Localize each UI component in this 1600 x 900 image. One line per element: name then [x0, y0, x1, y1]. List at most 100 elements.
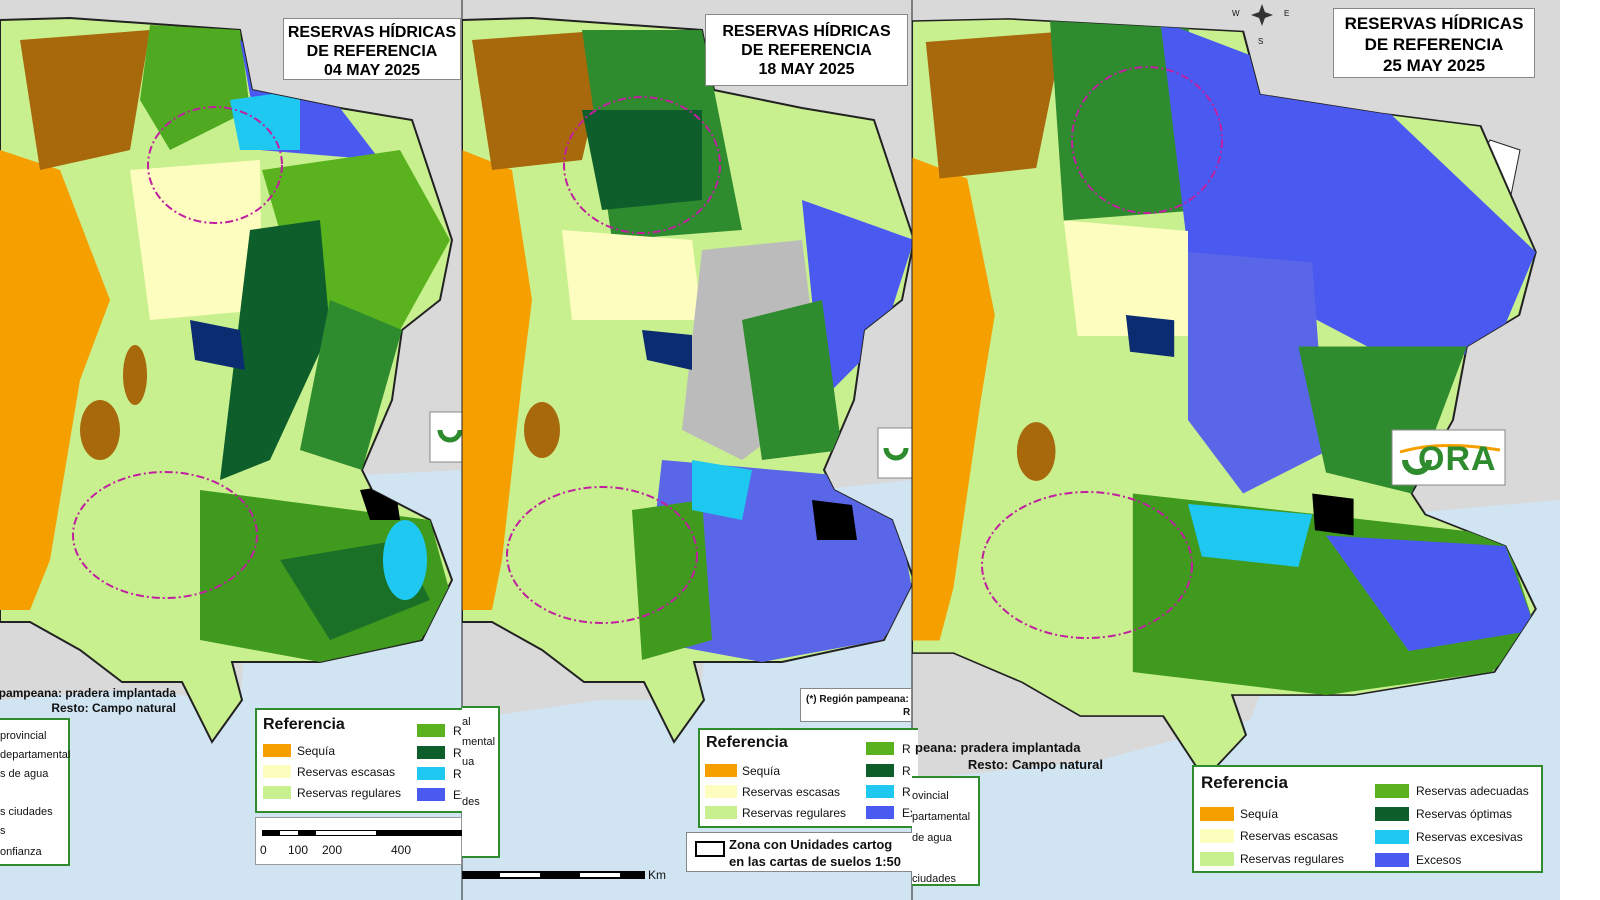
legend-item: Reservas excesivas	[1416, 830, 1523, 844]
map-shape	[1016, 422, 1056, 481]
map-shape	[1402, 459, 1432, 475]
legend-item: Sequía	[742, 764, 781, 778]
map-shape	[1391, 429, 1506, 486]
legend-item: Excesos	[1416, 853, 1462, 867]
title-date: 04 MAY 2025	[323, 62, 421, 79]
scale-label: 0	[260, 843, 267, 857]
legend-swatch	[866, 764, 894, 777]
zone-note-line: Zona con Unidades cartog	[729, 837, 893, 852]
legend-swatch	[417, 788, 445, 801]
legend-swatch	[705, 764, 737, 777]
map-shape	[0, 25, 452, 662]
map-shape	[563, 96, 721, 234]
map-shape	[0, 150, 110, 610]
legend: Referencia Sequía Reservas escasas Reser…	[698, 728, 918, 828]
map-shape	[812, 500, 857, 540]
legend-item: Reservas regulares	[742, 806, 847, 820]
map-shape	[981, 491, 1193, 639]
legend-item: Reservas escasas	[297, 765, 396, 779]
legend-swatch	[1375, 807, 1409, 821]
title-line: DE REFERENCIA	[1364, 35, 1504, 54]
shape	[695, 841, 725, 857]
legend-title: Referencia	[263, 716, 345, 733]
shape	[280, 831, 298, 835]
map-shape	[1125, 315, 1175, 357]
legend-item: Reservas regulares	[297, 786, 402, 800]
legend-item: R	[453, 767, 462, 781]
compass-s: S	[1258, 37, 1264, 46]
side-legend-item: ovincial	[912, 790, 949, 802]
map-shape	[300, 300, 402, 470]
map-shape	[220, 220, 330, 480]
title-box: RESERVAS HÍDRICAS DE REFERENCIA 25 MAY 2…	[1333, 8, 1535, 78]
side-legend-item: s ciudades	[0, 806, 53, 818]
note: R	[903, 707, 911, 718]
map-shape	[582, 110, 702, 210]
legend-item: R	[453, 724, 462, 738]
map-shape	[20, 30, 150, 170]
map-panel-3	[912, 0, 1560, 900]
title-line: RESERVAS HÍDRICAS	[1344, 14, 1524, 33]
legend-swatch	[417, 746, 445, 759]
map-shape	[72, 471, 258, 599]
map-shape	[1188, 251, 1326, 494]
legend-swatch	[417, 724, 445, 737]
legend-item: Sequía	[297, 744, 336, 758]
legend-item: R	[902, 742, 911, 756]
title-box: RESERVAS HÍDRICAS DE REFERENCIA 04 MAY 2…	[283, 18, 461, 80]
map-shape	[632, 500, 712, 660]
legend-swatch	[1375, 853, 1409, 867]
map-shape	[1399, 443, 1501, 454]
title-line: DE REFERENCIA	[306, 43, 438, 60]
side-legend: al mental ua des	[462, 706, 500, 858]
scale-label: 200	[322, 843, 343, 857]
legend-swatch	[263, 786, 291, 799]
side-legend-item: partamental	[912, 811, 971, 823]
side-legend-item: mental	[462, 736, 496, 748]
map-shape	[524, 402, 560, 458]
map-shape	[130, 160, 262, 320]
map-shape	[802, 200, 912, 400]
side-legend-item: ua	[462, 756, 475, 768]
title-line: RESERVAS HÍDRICAS	[722, 23, 891, 40]
legend-title: Referencia	[1201, 773, 1288, 792]
legend-item: R	[902, 785, 911, 799]
side-legend-item: departamental	[0, 749, 71, 761]
map-shape	[1312, 493, 1354, 536]
legend-item: Reservas regulares	[1240, 852, 1345, 866]
map-shape	[1325, 535, 1536, 651]
note: Resto: Campo natural	[967, 757, 1103, 772]
legend-swatch	[263, 765, 291, 778]
legend: Referencia Sequía Reservas escasas Reser…	[255, 708, 500, 813]
map-shape	[1071, 66, 1223, 214]
note: pampeana: pradera implantada	[0, 686, 176, 700]
scale-label: 100	[288, 843, 309, 857]
map-shape	[642, 330, 692, 370]
legend-item: R	[453, 746, 462, 760]
map-shape	[500, 873, 540, 877]
legend-swatch	[417, 767, 445, 780]
note-box: (*) Región pampeana: R	[800, 688, 912, 722]
map-shape	[692, 460, 752, 520]
map-shape	[437, 429, 462, 443]
side-legend-item: onfianza	[0, 846, 42, 858]
legend-swatch	[263, 744, 291, 757]
legend-swatch	[1375, 830, 1409, 844]
map-shape	[912, 17, 1537, 781]
map-shape	[1251, 4, 1273, 26]
map-shape	[883, 447, 909, 461]
map-shape	[1188, 503, 1313, 567]
legend-item: Reservas escasas	[1240, 829, 1339, 843]
map-shape	[1063, 220, 1188, 336]
legend-item: Reservas óptimas	[1416, 807, 1513, 821]
map-shape	[462, 150, 532, 610]
legend-swatch	[866, 742, 894, 755]
map-shape	[506, 486, 698, 624]
legend-swatch	[866, 806, 894, 819]
compass-e: E	[1284, 9, 1290, 18]
map-shape	[462, 871, 645, 879]
legend-swatch	[705, 806, 737, 819]
note: (*) Región pampeana:	[806, 694, 909, 705]
